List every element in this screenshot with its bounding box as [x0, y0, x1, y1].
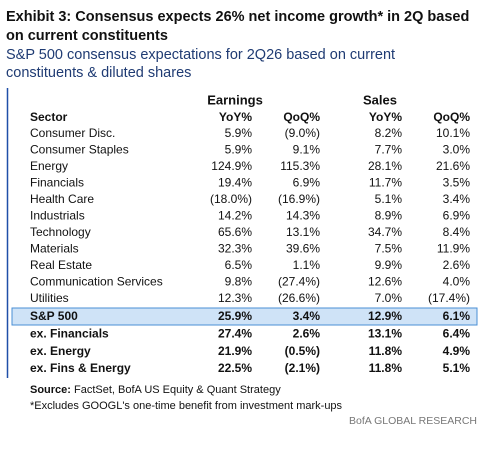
cell: 34.7%: [368, 225, 402, 239]
source: Source: FactSet, BofA US Equity & Quant …: [30, 384, 281, 396]
cell: 6.5%: [225, 258, 253, 272]
cell: 8.2%: [375, 126, 403, 140]
cell: 5.9%: [225, 143, 253, 157]
cell: 65.6%: [218, 225, 252, 239]
cell: Consumer Disc.: [30, 126, 115, 140]
subtitle-line: constituents & diluted shares: [6, 65, 191, 81]
cell: Communication Services: [30, 275, 163, 289]
cell: 3.0%: [443, 143, 471, 157]
cell: 5.1%: [443, 361, 471, 375]
cell: 115.3%: [280, 159, 320, 173]
cell: 11.7%: [369, 176, 402, 190]
cell: Energy: [30, 159, 68, 173]
cell: Sector: [30, 110, 68, 124]
cell: (9.0%): [285, 126, 320, 140]
group-header: Earnings: [207, 92, 263, 107]
cell: 28.1%: [368, 159, 402, 173]
source-text: FactSet, BofA US Equity & Quant Strategy: [74, 384, 281, 396]
cell: Utilities: [30, 291, 69, 305]
cell: 5.9%: [225, 126, 253, 140]
cell: 19.4%: [218, 176, 252, 190]
cell: (0.5%): [285, 344, 320, 358]
cell: 9.8%: [225, 275, 253, 289]
cell: 9.1%: [293, 143, 321, 157]
cell: 1.1%: [293, 258, 321, 272]
cell: 12.9%: [368, 309, 402, 323]
cell: QoQ%: [433, 110, 470, 124]
cell: 124.9%: [211, 159, 252, 173]
cell: Real Estate: [30, 258, 92, 272]
cell: 14.2%: [218, 209, 252, 223]
group-header: Sales: [363, 92, 397, 107]
cell: ex. Financials: [30, 326, 109, 340]
footnote: *Excludes GOOGL's one-time benefit from …: [30, 400, 343, 412]
cell: 13.1%: [368, 326, 402, 340]
source-label: Source:: [30, 384, 71, 396]
cell: 27.4%: [218, 326, 252, 340]
cell: (18.0%): [210, 192, 252, 206]
cell: 3.4%: [293, 309, 321, 323]
cell: 9.9%: [375, 258, 403, 272]
title-line: on current constituents: [6, 28, 168, 44]
cell: 6.9%: [293, 176, 321, 190]
cell: 10.1%: [436, 126, 470, 140]
cell: ex. Fins & Energy: [30, 361, 131, 375]
title-line: Exhibit 3: Consensus expects 26% net inc…: [6, 9, 469, 25]
cell: S&P 500: [30, 309, 78, 323]
cell: QoQ%: [283, 110, 320, 124]
cell: 12.3%: [218, 291, 252, 305]
cell: 2.6%: [443, 258, 471, 272]
cell: (27.4%): [278, 275, 320, 289]
brand: BofA GLOBAL RESEARCH: [349, 415, 477, 427]
cell: 6.4%: [443, 326, 471, 340]
cell: 22.5%: [218, 361, 252, 375]
cell: YoY%: [219, 110, 252, 124]
cell: YoY%: [369, 110, 402, 124]
cell: (16.9%): [278, 192, 320, 206]
cell: 7.7%: [375, 143, 403, 157]
cell: 21.6%: [436, 159, 470, 173]
cell: (2.1%): [285, 361, 320, 375]
cell: 13.1%: [286, 225, 320, 239]
cell: 7.5%: [375, 242, 403, 256]
cell: 12.6%: [368, 275, 402, 289]
cell: 11.8%: [369, 344, 403, 358]
cell: 2.6%: [293, 326, 321, 340]
subtitle-line: S&P 500 consensus expectations for 2Q26 …: [6, 47, 395, 63]
table: Sector YoY% QoQ% YoY% QoQ% Consumer Disc. 5.9%…: [30, 110, 470, 375]
cell: Health Care: [30, 192, 94, 206]
cell: 11.9%: [437, 242, 470, 256]
cell: Technology: [30, 225, 91, 239]
cell: 4.9%: [443, 344, 471, 358]
cell: 4.0%: [443, 275, 471, 289]
cell: 8.4%: [443, 225, 471, 239]
cell: 32.3%: [218, 242, 252, 256]
cell: Consumer Staples: [30, 143, 129, 157]
cell: Industrials: [30, 209, 85, 223]
cell: 11.8%: [369, 361, 403, 375]
cell: 6.1%: [443, 309, 471, 323]
cell: ex. Energy: [30, 344, 91, 358]
cell: 39.6%: [286, 242, 320, 256]
cell: Materials: [30, 242, 79, 256]
cell: 25.9%: [218, 309, 252, 323]
cell: 8.9%: [375, 209, 403, 223]
cell: 21.9%: [218, 344, 252, 358]
cell: 5.1%: [375, 192, 403, 206]
cell: Financials: [30, 176, 84, 190]
cell: (26.6%): [278, 291, 320, 305]
cell: 3.5%: [443, 176, 471, 190]
cell: 7.0%: [375, 291, 403, 305]
cell: 3.4%: [443, 192, 471, 206]
cell: (17.4%): [428, 291, 470, 305]
cell: 14.3%: [286, 209, 320, 223]
highlight-row: [11, 307, 478, 326]
cell: 6.9%: [443, 209, 471, 223]
